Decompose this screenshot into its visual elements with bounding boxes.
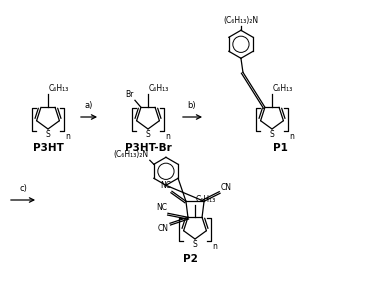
- Text: P1: P1: [273, 143, 288, 153]
- Text: C₆H₁₃: C₆H₁₃: [273, 84, 293, 93]
- Text: NC: NC: [156, 203, 167, 212]
- Text: (C₆H₁₃)₂N: (C₆H₁₃)₂N: [223, 16, 258, 25]
- Text: S: S: [46, 130, 50, 139]
- Text: C₆H₁₃: C₆H₁₃: [196, 195, 216, 204]
- Text: NC: NC: [160, 181, 171, 190]
- Text: C₆H₁₃: C₆H₁₃: [49, 84, 69, 93]
- Text: c): c): [19, 184, 27, 193]
- Text: S: S: [193, 240, 197, 249]
- Text: (C₆H₁₃)₂N: (C₆H₁₃)₂N: [114, 150, 149, 159]
- Text: P2: P2: [182, 254, 197, 264]
- Text: n: n: [65, 132, 70, 141]
- Text: S: S: [270, 130, 274, 139]
- Text: CN: CN: [158, 224, 169, 233]
- Text: Br: Br: [126, 90, 134, 99]
- Text: n: n: [212, 242, 217, 251]
- Text: n: n: [165, 132, 170, 141]
- Text: S: S: [146, 130, 150, 139]
- Text: P3HT: P3HT: [32, 143, 64, 153]
- Text: CN: CN: [221, 183, 232, 192]
- Text: n: n: [289, 132, 294, 141]
- Text: a): a): [85, 101, 93, 110]
- Text: C₆H₁₃: C₆H₁₃: [149, 84, 169, 93]
- Text: P3HT-Br: P3HT-Br: [124, 143, 172, 153]
- Text: b): b): [188, 101, 196, 110]
